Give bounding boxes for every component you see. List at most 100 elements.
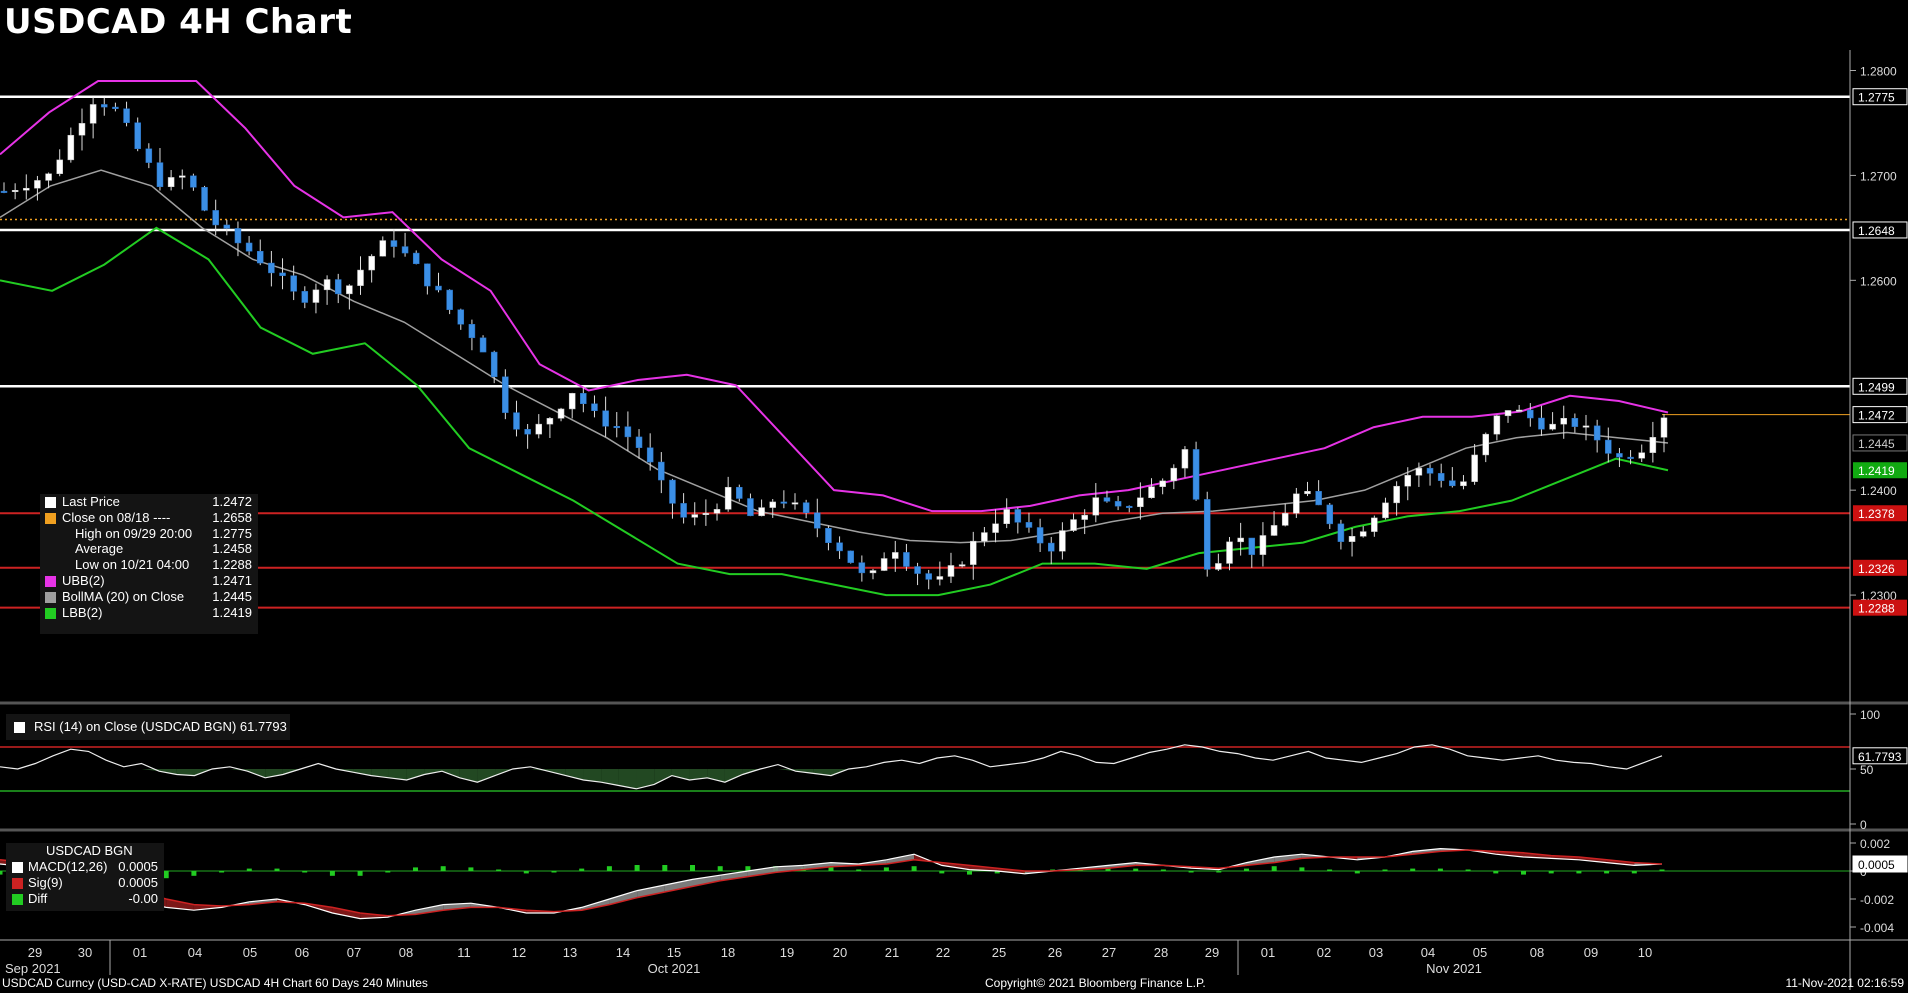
down-candle (613, 426, 621, 429)
legend-label: Last Price (62, 494, 120, 509)
macd-legend-row: Sig(9) 0.0005 (6, 875, 164, 891)
up-candle (713, 509, 721, 514)
up-candle (1137, 497, 1144, 508)
up-candle (769, 501, 776, 508)
down-candle (223, 224, 231, 229)
up-candle (23, 187, 30, 191)
down-candle (268, 262, 275, 274)
level-tag (1853, 599, 1907, 616)
macd-hist-bar (662, 865, 668, 871)
up-candle (557, 408, 565, 419)
legend-swatch (45, 607, 56, 619)
legend-label: High on 09/29 20:00 (75, 525, 193, 541)
legend-value: 1.2658 (212, 509, 252, 525)
x-day-label: 05 (243, 945, 257, 960)
down-candle (435, 285, 442, 291)
x-day-label: 01 (133, 945, 147, 960)
up-candle (568, 393, 576, 410)
macd-hist-bar (440, 866, 446, 871)
down-candle (1114, 501, 1122, 507)
macd-fill (1246, 857, 1275, 866)
down-candle (524, 429, 531, 435)
macd-hist-bar (329, 871, 335, 876)
down-candle (390, 240, 398, 247)
price-tick-label: 1.2300 (1860, 589, 1897, 603)
x-day-label: 22 (936, 945, 950, 960)
down-candle (1125, 505, 1133, 508)
down-candle (669, 479, 676, 504)
price-tag (1852, 406, 1908, 424)
price-tick-label: 1.2700 (1860, 169, 1897, 183)
up-candle (1649, 437, 1657, 453)
legend-row: BollMA (20) on Close 1.2445 (40, 589, 258, 605)
down-candle (134, 122, 141, 150)
up-candle (970, 540, 977, 565)
up-candle (1304, 491, 1311, 495)
macd-tick-label: 0.002 (1860, 837, 1890, 851)
down-candle (602, 410, 609, 427)
x-day-label: 04 (1421, 945, 1435, 960)
up-candle (56, 159, 63, 174)
rsi-shade (388, 769, 407, 780)
up-candle (1382, 502, 1389, 519)
x-day-label: 12 (512, 945, 526, 960)
macd-hist-bar (302, 871, 308, 873)
rsi-value-tag-label: 61.7793 (1858, 750, 1902, 764)
down-candle (624, 426, 632, 438)
up-candle (1092, 497, 1100, 516)
macd-panel (0, 847, 1850, 920)
up-candle (346, 285, 353, 295)
down-candle (1315, 491, 1322, 506)
macd-value-tag-label: 0.0005 (1858, 858, 1895, 872)
macd-hist-bar (1271, 866, 1277, 871)
level-tag-label: 1.2499 (1858, 380, 1895, 394)
legend-value: 1.2458 (212, 541, 252, 557)
down-candle (847, 550, 854, 563)
macd-hist-bar (1188, 871, 1194, 873)
price-tick-label: 1.2800 (1860, 64, 1897, 78)
macd-hist-bar (385, 871, 391, 873)
level-tag-label: 1.2648 (1858, 224, 1895, 238)
down-candle (1047, 542, 1055, 552)
up-candle (1081, 514, 1088, 520)
legend-swatch (45, 544, 56, 555)
price-tag-label: 1.2472 (1858, 409, 1895, 423)
x-day-label: 20 (833, 945, 847, 960)
rsi-line (0, 744, 1663, 790)
legend-value: 1.2288 (212, 557, 252, 573)
macd-fill (720, 871, 748, 881)
up-candle (724, 486, 732, 510)
macd-fill (609, 890, 638, 905)
rsi-shade (724, 769, 743, 783)
x-day-label: 02 (1317, 945, 1331, 960)
macd-hist-bar (828, 867, 834, 871)
up-candle (1348, 536, 1356, 542)
up-candle (1404, 475, 1412, 487)
x-day-label: 14 (616, 945, 630, 960)
legend-value: 1.2471 (212, 572, 252, 588)
footer-left: USDCAD Curncy (USD-CAD X-RATE) USDCAD 4H… (2, 976, 428, 990)
down-candle (334, 279, 342, 295)
x-day-label: 26 (1048, 945, 1062, 960)
rsi-value-tag (1852, 747, 1908, 765)
macd-hist-bar (1354, 871, 1360, 874)
down-candle (1437, 473, 1445, 481)
rsi-shade (636, 769, 655, 789)
footer-right: 11-Nov-2021 02:16:59 (1785, 976, 1904, 990)
down-candle (591, 403, 598, 411)
macd-hist-bar (1576, 871, 1582, 874)
rsi-tick-label: 0 (1860, 818, 1867, 832)
up-candle (691, 514, 698, 518)
up-candle (1660, 417, 1668, 438)
legend-swatch (45, 497, 56, 508)
up-candle (1281, 513, 1289, 526)
up-candle (1181, 449, 1189, 469)
down-candle (234, 228, 242, 244)
price-panel (0, 79, 1850, 609)
up-candle (1148, 486, 1155, 499)
macd-hist-bar (717, 866, 723, 871)
macd-value-tag (1852, 855, 1908, 873)
up-candle (1215, 563, 1222, 570)
rsi-shade (176, 769, 195, 776)
legend-value: 1.2775 (212, 525, 252, 541)
